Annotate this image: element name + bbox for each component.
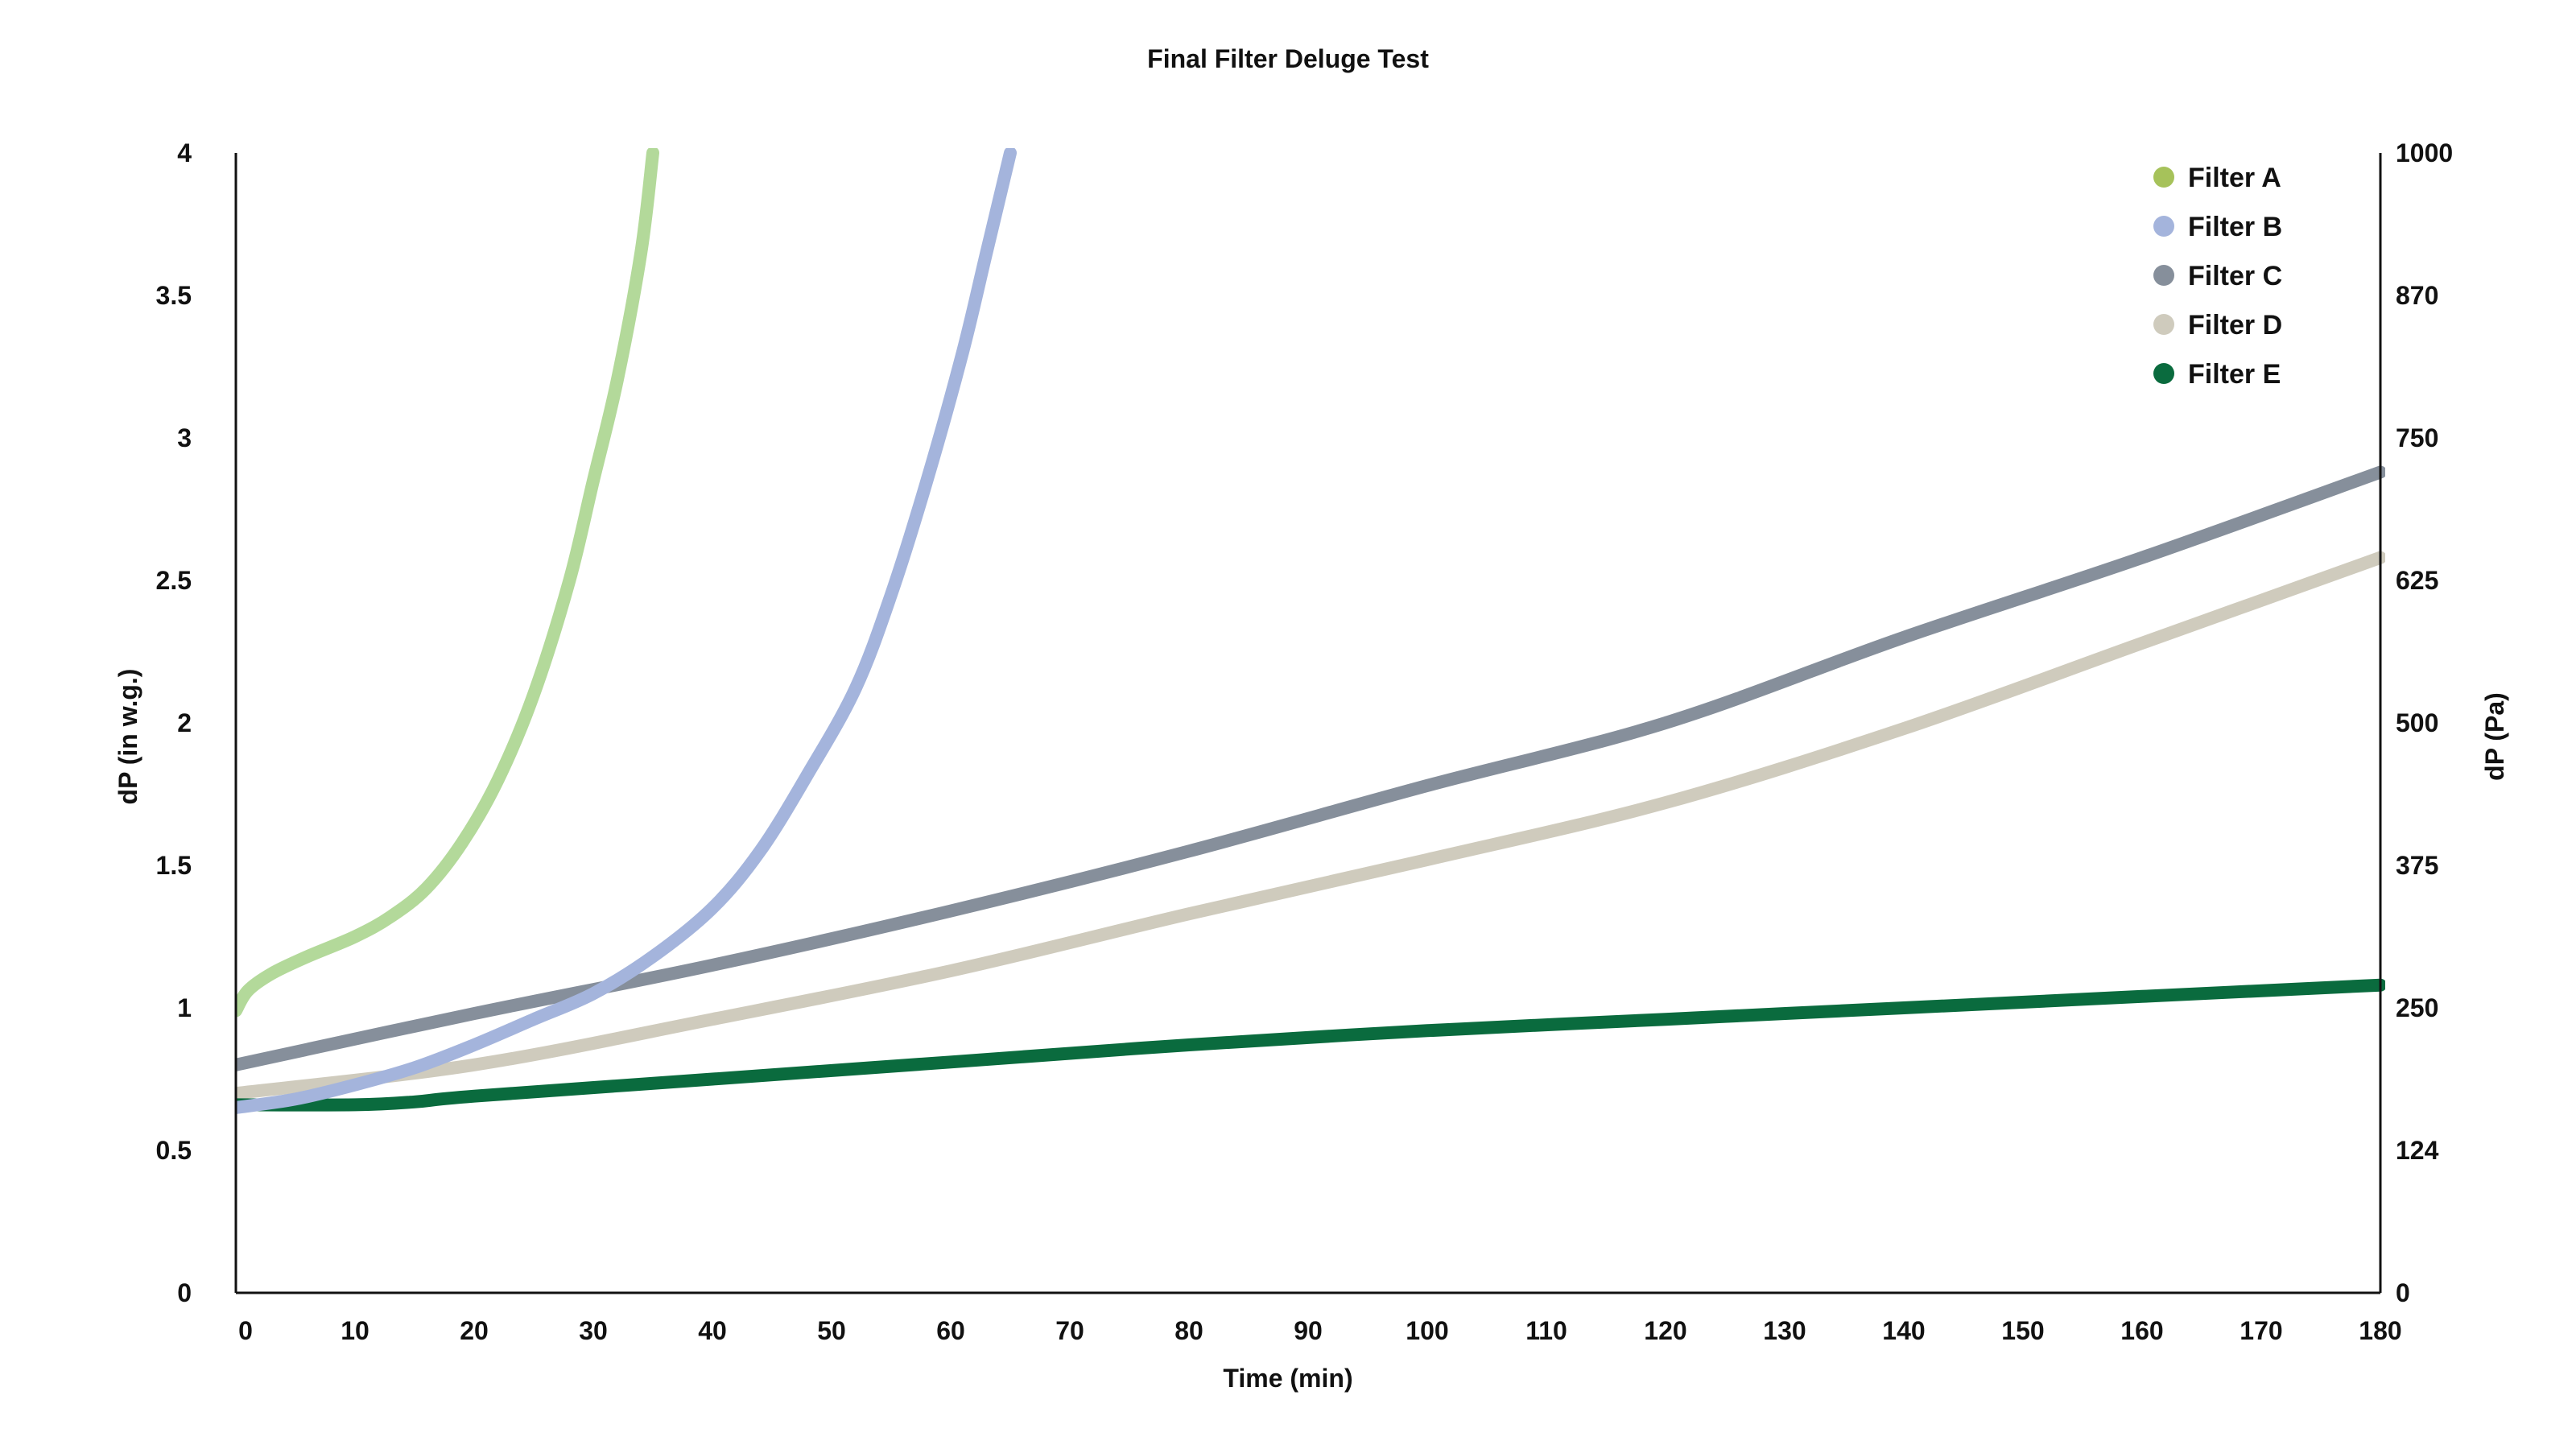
legend-item-filter-e: Filter E <box>2153 359 2281 390</box>
legend-item-filter-a: Filter A <box>2153 163 2281 193</box>
legend-label: Filter D <box>2188 310 2282 341</box>
x-tick-label: 140 <box>1882 1316 1925 1345</box>
legend-marker <box>2153 314 2174 335</box>
x-tick-label: 20 <box>460 1316 489 1345</box>
left-y-tick-label: 0.5 <box>156 1136 192 1165</box>
x-tick-label: 150 <box>2001 1316 2044 1345</box>
series-line-filter-b <box>236 148 1017 1114</box>
legend-label: Filter A <box>2188 163 2281 193</box>
legend-item-filter-c: Filter C <box>2153 261 2282 291</box>
right-y-tick-label: 124 <box>2396 1136 2439 1165</box>
x-tick-label: 10 <box>341 1316 369 1345</box>
legend-item-filter-b: Filter B <box>2153 212 2282 242</box>
x-tick-label: 90 <box>1294 1316 1323 1345</box>
left-y-tick-label: 1 <box>177 993 192 1022</box>
right-y-tick-labels: 0 124 250 375 500 625 750 870 1000 <box>2396 138 2453 1307</box>
x-tick-label: 60 <box>936 1316 965 1345</box>
legend-label: Filter C <box>2188 261 2282 291</box>
x-tick-label: 160 <box>2120 1316 2163 1345</box>
left-y-tick-label: 1.5 <box>156 851 192 880</box>
left-y-tick-labels: 0 0.5 1 1.5 2 2.5 3 3.5 4 <box>156 138 192 1307</box>
legend-marker <box>2153 167 2174 188</box>
right-y-tick-label: 500 <box>2396 708 2438 737</box>
right-y-tick-label: 375 <box>2396 851 2438 880</box>
right-y-tick-label: 625 <box>2396 566 2438 595</box>
chart-title: Final Filter Deluge Test <box>1147 44 1429 73</box>
legend-marker <box>2153 363 2174 384</box>
x-axis-label: Time (min) <box>1223 1364 1352 1393</box>
legend-label: Filter B <box>2188 212 2282 242</box>
legend-label: Filter E <box>2188 359 2281 390</box>
x-tick-label: 180 <box>2359 1316 2401 1345</box>
series-line-filter-d <box>236 551 2385 1100</box>
right-y-tick-label: 1000 <box>2396 138 2453 167</box>
left-y-tick-label: 4 <box>177 138 192 167</box>
legend-marker <box>2153 265 2174 286</box>
right-y-tick-label: 750 <box>2396 423 2438 452</box>
right-y-axis-label: dP (Pa) <box>2480 692 2509 781</box>
x-tick-label: 70 <box>1055 1316 1084 1345</box>
left-y-axis-label: dP (in w.g.) <box>114 669 142 805</box>
x-tick-label: 120 <box>1644 1316 1686 1345</box>
series-layer <box>236 148 2385 1114</box>
x-tick-label: 100 <box>1406 1316 1448 1345</box>
x-tick-label: 30 <box>579 1316 608 1345</box>
legend-item-filter-d: Filter D <box>2153 310 2282 341</box>
left-y-tick-label: 0 <box>177 1278 192 1307</box>
right-y-tick-label: 250 <box>2396 993 2438 1022</box>
legend-marker <box>2153 216 2174 237</box>
x-tick-label: 0 <box>238 1316 253 1345</box>
x-tick-label: 40 <box>698 1316 727 1345</box>
series-line-filter-a <box>236 148 659 1018</box>
x-tick-label: 170 <box>2240 1316 2282 1345</box>
left-y-tick-label: 3.5 <box>156 281 192 310</box>
x-tick-label: 80 <box>1174 1316 1203 1345</box>
right-y-tick-label: 0 <box>2396 1278 2410 1307</box>
x-tick-label: 110 <box>1525 1316 1567 1345</box>
x-tick-labels: 0 10 20 30 40 50 60 70 80 90 100 110 120 130 140 150 160… <box>238 1316 2402 1345</box>
left-y-tick-label: 2.5 <box>156 566 192 595</box>
x-tick-label: 130 <box>1763 1316 1806 1345</box>
left-y-tick-label: 2 <box>177 708 192 737</box>
right-y-tick-label: 870 <box>2396 281 2438 310</box>
x-tick-label: 50 <box>817 1316 846 1345</box>
series-line-filter-c <box>236 465 2385 1071</box>
left-y-tick-label: 3 <box>177 423 192 452</box>
series-line-filter-e <box>236 978 2385 1112</box>
legend: Filter A Filter B Filter C Filter D Filter E <box>2153 163 2282 390</box>
